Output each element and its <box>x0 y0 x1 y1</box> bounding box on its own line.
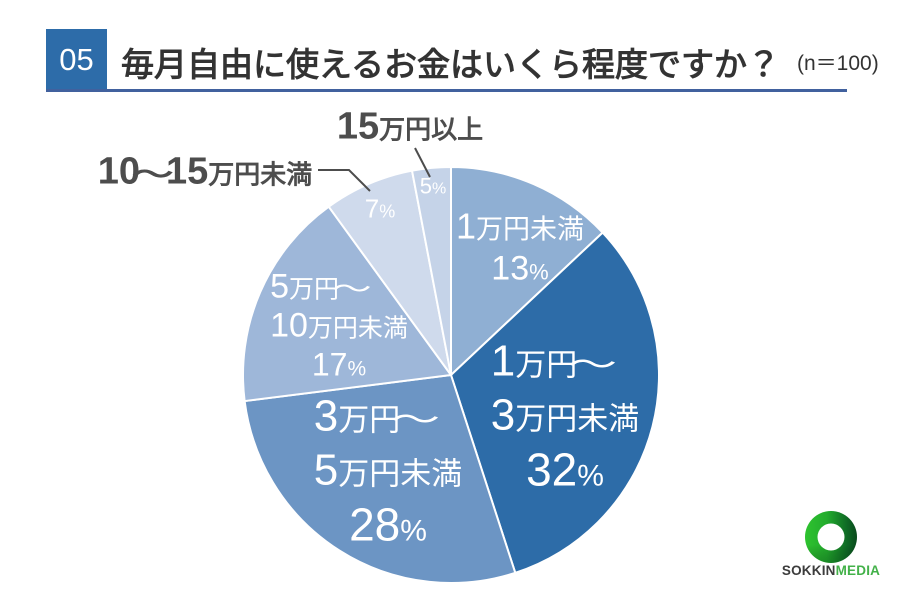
slice-label-lines: 1万円未満 <box>456 207 584 250</box>
slice-percent: 32% <box>526 443 604 496</box>
page-title: 毎月自由に使えるお金はいくら程度ですか？ <box>121 46 781 83</box>
pie-slice-5 <box>411 166 452 376</box>
leader-line-1 <box>318 169 371 192</box>
pie-slice-2 <box>243 374 517 584</box>
title-underline <box>46 89 847 92</box>
sokkin-media-logo <box>775 505 890 590</box>
question-number: 05 <box>59 41 94 77</box>
slice-percent: 7% <box>364 193 396 224</box>
slice-label-lines: 5万円～ 10万円未満 <box>270 269 408 347</box>
logo-text: SOKKINMEDIA <box>782 563 880 578</box>
slice-percent: 28% <box>349 498 427 551</box>
slice-label-5: 5% <box>420 174 446 203</box>
leader-line-0 <box>414 147 431 178</box>
slice-label-line: 1万円～ <box>490 336 618 386</box>
slice-label-lines: 3万円～ 5万円未満 <box>314 392 462 500</box>
slice-label-2: 3万円～ 5万円未満 28% <box>314 392 462 557</box>
logo-brand: SOKKIN <box>781 563 836 578</box>
slice-percent: 5% <box>419 173 447 199</box>
slice-label-4: 7% <box>365 194 395 227</box>
leader-lines <box>318 147 431 192</box>
slice-label-0: 1万円未満 13% <box>456 207 584 292</box>
logo-ring <box>775 505 890 590</box>
pie-slice-3 <box>242 205 452 403</box>
slice-label-line: 3万円～ <box>313 391 441 441</box>
logo-media: MEDIA <box>835 563 881 578</box>
slice-label-1: 1万円～ 3万円未満 32% <box>491 337 639 502</box>
slice-label-line: 10万円未満 <box>270 306 408 345</box>
slice-label-line: 1万円未満 <box>455 205 585 247</box>
slice-label-line: 3万円未満 <box>490 390 640 440</box>
slice-label-3: 5万円～ 10万円未満 17% <box>270 269 408 388</box>
pie-slice-1 <box>450 231 660 574</box>
slice-percent: 13% <box>491 249 549 288</box>
slice-label-line: 5万円～ <box>270 267 372 306</box>
pie-slice-0 <box>450 166 604 376</box>
outside-label-1: 10～15万円未満 <box>97 150 313 193</box>
question-number-badge: 05 <box>46 29 107 90</box>
outside-label-0: 15万円以上 <box>336 105 484 148</box>
slice-percent: 17% <box>311 346 367 383</box>
pie-slices <box>242 166 660 584</box>
slice-label-lines: 1万円～ 3万円未満 <box>491 337 639 445</box>
slice-label-line: 5万円未満 <box>313 445 463 495</box>
sample-size-note: (n＝100) <box>797 52 879 75</box>
